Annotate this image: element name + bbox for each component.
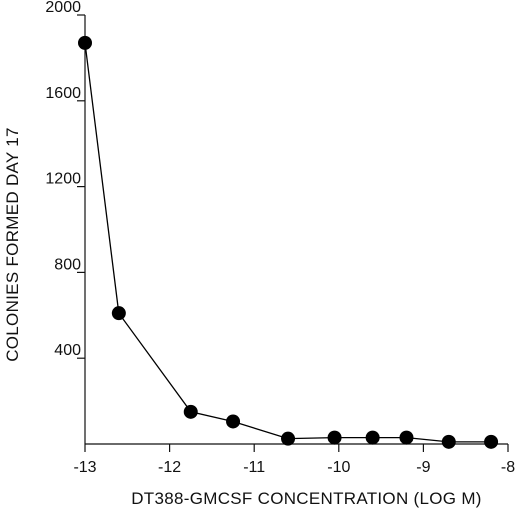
x-axis: -13 -12 -11 -10 -9 -8 <box>73 443 515 476</box>
y-tick-label: 2000 <box>45 0 81 16</box>
data-point <box>78 35 92 50</box>
y-axis: 400 800 1200 1600 2000 <box>45 0 86 444</box>
series-line <box>84 42 492 443</box>
y-ticks: 400 800 1200 1600 2000 <box>45 0 85 359</box>
x-ticks: -13 -12 -11 -10 -9 -8 <box>73 444 515 476</box>
data-point <box>183 404 198 419</box>
data-point <box>484 434 499 449</box>
y-tick-label: 1600 <box>45 85 81 102</box>
x-tick-label: -8 <box>501 459 515 476</box>
x-tick-label: -9 <box>416 459 430 476</box>
data-point <box>399 430 414 445</box>
data-point <box>327 430 342 445</box>
series-layer <box>78 35 499 449</box>
y-tick-label: 800 <box>54 256 81 273</box>
data-point <box>226 414 241 429</box>
y-tick-label: 1200 <box>45 171 81 188</box>
data-point <box>281 431 296 446</box>
y-axis-title: COLONIES FORMED DAY 17 <box>3 127 22 362</box>
x-tick-label: -10 <box>327 459 350 476</box>
x-tick-label: -11 <box>243 459 265 476</box>
data-point <box>441 434 456 449</box>
y-tick-label: 400 <box>54 342 81 359</box>
x-tick-label: -13 <box>73 459 96 476</box>
data-point <box>111 306 126 321</box>
x-tick-label: -12 <box>158 459 181 476</box>
data-point <box>365 430 380 445</box>
x-axis-title: DT388-GMCSF CONCENTRATION (LOG M) <box>131 489 482 508</box>
